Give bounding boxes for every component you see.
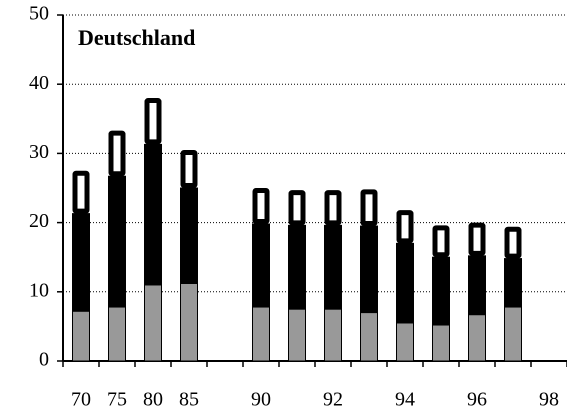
bar-segment	[144, 98, 162, 145]
bar-segment	[432, 225, 450, 258]
bar-segment	[468, 314, 486, 362]
bar-segment	[108, 175, 126, 308]
bar-segment	[432, 256, 450, 326]
bar-segment	[252, 223, 270, 308]
bar-segment	[252, 306, 270, 362]
bar-segment	[324, 190, 342, 226]
bar-segment	[108, 306, 126, 362]
bar-segment	[324, 224, 342, 310]
bar-segment	[504, 226, 522, 259]
bar-segment	[288, 308, 306, 362]
bar-segment	[108, 130, 126, 177]
x-tick-label: 70	[71, 389, 91, 411]
y-tick-label: 20	[29, 210, 49, 232]
bar-segment	[360, 225, 378, 314]
y-tick-label: 0	[39, 349, 49, 371]
chart-title: Deutschland	[78, 25, 195, 50]
bar-segment	[72, 310, 90, 362]
y-tick-label: 30	[29, 141, 49, 163]
bar-segment	[360, 312, 378, 362]
bar-segment	[432, 324, 450, 362]
bar-segment	[180, 282, 198, 362]
y-tick-label: 10	[29, 279, 49, 301]
bar-segment	[504, 258, 522, 308]
x-tick-label: 75	[107, 389, 127, 411]
bar-segment	[252, 188, 270, 224]
bar-segment	[72, 170, 90, 214]
bar-segment	[180, 149, 198, 189]
bar-segment	[360, 189, 378, 227]
bar-segment	[144, 284, 162, 362]
bar-segment	[324, 308, 342, 362]
bar-segment	[288, 190, 306, 226]
x-tick-label: 80	[143, 389, 163, 411]
y-tick-label: 50	[29, 3, 49, 25]
bar-segment	[288, 224, 306, 310]
bar-segment	[72, 213, 90, 312]
bar-segment	[144, 143, 162, 286]
x-tick-label: 94	[395, 389, 415, 411]
x-tick-label: 96	[467, 389, 487, 411]
bar-segment	[396, 322, 414, 362]
bar-segment	[396, 210, 414, 244]
bar-segment	[468, 222, 486, 256]
x-tick-label: 98	[539, 389, 559, 411]
bar-segment	[180, 187, 198, 284]
x-tick-label: 90	[251, 389, 271, 411]
y-tick-label: 40	[29, 72, 49, 94]
bar-segment	[504, 306, 522, 362]
x-tick-label: 85	[179, 389, 199, 411]
bar-segment	[468, 255, 486, 316]
bar-segment	[396, 242, 414, 324]
x-tick-label: 92	[323, 389, 343, 411]
